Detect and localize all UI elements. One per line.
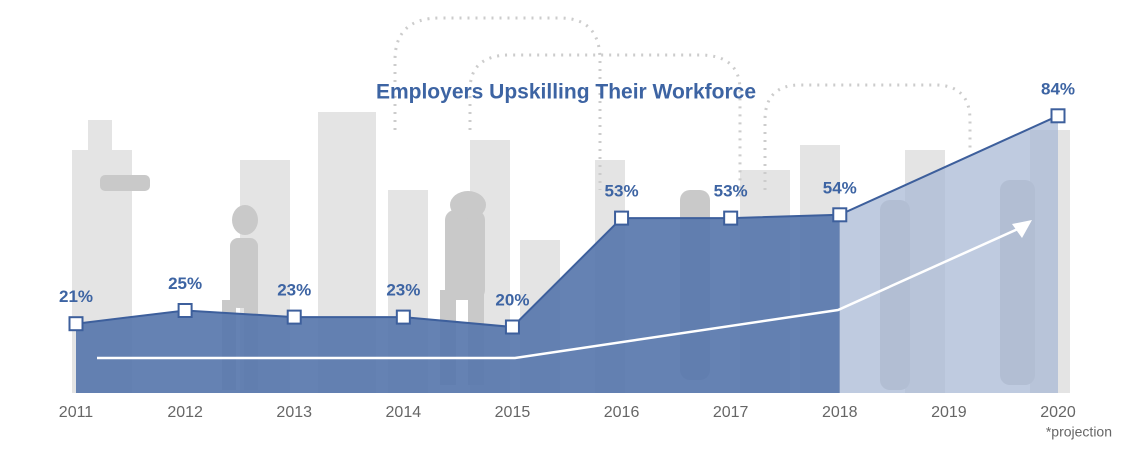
- x-tick-label: 2016: [604, 404, 640, 421]
- value-label: 53%: [605, 182, 639, 201]
- trend-arrow-head: [1012, 220, 1032, 238]
- chart-title: Employers Upskilling Their Workforce: [376, 81, 756, 104]
- area: [76, 214, 840, 393]
- value-label: 21%: [59, 287, 93, 306]
- value-label: 23%: [386, 281, 420, 300]
- marker: [1050, 108, 1066, 124]
- value-label: 20%: [495, 290, 529, 309]
- marker: [614, 210, 630, 226]
- value-label: 84%: [1041, 79, 1075, 98]
- marker: [832, 207, 848, 223]
- marker: [504, 319, 520, 335]
- value-label: 25%: [168, 274, 202, 293]
- x-tick-label: 2017: [713, 404, 749, 421]
- marker: [177, 303, 193, 318]
- x-tick-label: 2020: [1040, 404, 1076, 421]
- x-tick-label: 2014: [386, 404, 422, 421]
- marker: [286, 309, 302, 325]
- x-tick-label: 2019: [931, 404, 967, 421]
- trend-arrow: [97, 226, 1021, 360]
- x-tick-label: 2015: [495, 404, 531, 421]
- x-tick-label: 2011: [59, 404, 94, 421]
- x-tick-label: 2012: [167, 404, 203, 421]
- x-tick-label: 2013: [276, 404, 312, 421]
- marker: [723, 210, 739, 226]
- x-tick-label: 2018: [822, 404, 858, 421]
- value-label: 23%: [277, 281, 311, 300]
- value-label: 53%: [714, 182, 748, 201]
- value-label: 54%: [823, 178, 857, 197]
- marker: [395, 309, 411, 325]
- projection-area: [839, 115, 1058, 394]
- projection-note: *projection: [1046, 424, 1112, 440]
- marker: [68, 316, 84, 332]
